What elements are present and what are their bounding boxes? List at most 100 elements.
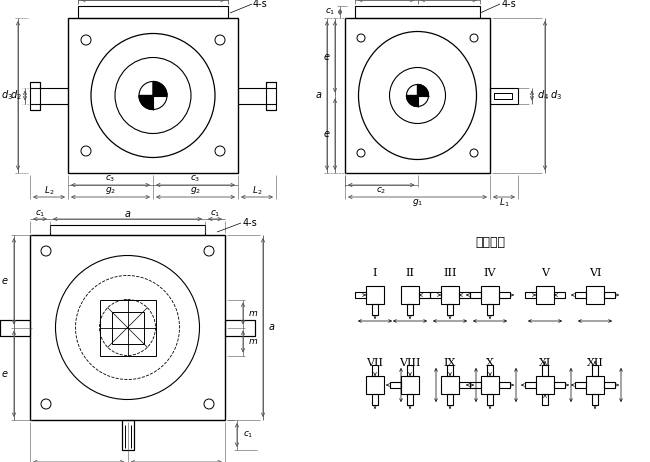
Text: $c_3$: $c_3$ (190, 174, 201, 184)
Bar (407, 304, 413, 315)
Bar (112, 311, 144, 344)
Wedge shape (406, 96, 417, 107)
Bar (525, 382, 536, 388)
Text: $d_4$: $d_4$ (537, 89, 549, 103)
Wedge shape (417, 85, 428, 96)
Bar (372, 365, 378, 376)
Bar (447, 394, 453, 405)
Text: VII: VII (367, 358, 384, 368)
Bar (0, 320, 30, 335)
Bar (407, 365, 413, 376)
Bar (78, 6, 228, 18)
Bar (50, 225, 205, 235)
Bar (470, 382, 481, 388)
Bar (441, 286, 459, 304)
Bar (586, 286, 604, 304)
Bar (459, 292, 470, 298)
Text: $a$: $a$ (268, 322, 276, 333)
Bar (470, 292, 481, 298)
Text: 4-s: 4-s (502, 0, 517, 9)
Text: $a$: $a$ (124, 209, 131, 219)
Text: $g_2$: $g_2$ (190, 186, 201, 196)
Bar (441, 376, 459, 394)
Bar (122, 420, 133, 450)
Bar (575, 382, 586, 388)
Bar (372, 304, 378, 315)
Bar (499, 292, 510, 298)
Bar (401, 286, 419, 304)
Text: $d_1$: $d_1$ (147, 0, 159, 2)
Bar (266, 81, 276, 109)
Bar (592, 394, 598, 405)
Bar (487, 365, 493, 376)
Text: V: V (541, 268, 549, 278)
Bar (494, 92, 512, 98)
Text: $d_3$: $d_3$ (1, 89, 13, 103)
Text: III: III (443, 268, 457, 278)
Bar (68, 18, 238, 173)
Text: $L_2$: $L_2$ (252, 185, 262, 197)
Text: $c_1$: $c_1$ (35, 209, 46, 219)
Bar (487, 304, 493, 315)
Bar (447, 304, 453, 315)
Bar (459, 382, 470, 388)
Circle shape (406, 85, 428, 107)
Bar (345, 18, 490, 173)
Text: IX: IX (444, 358, 456, 368)
Bar (355, 6, 480, 18)
Text: XI: XI (539, 358, 551, 368)
Text: $c_1$: $c_1$ (243, 430, 254, 440)
Text: $c_3$: $c_3$ (105, 174, 116, 184)
Bar (542, 394, 548, 405)
Bar (390, 382, 401, 388)
Text: $g_1$: $g_1$ (412, 197, 423, 208)
Text: $m$: $m$ (248, 337, 258, 346)
Bar (481, 376, 499, 394)
Text: $e$: $e$ (1, 369, 9, 379)
Bar (430, 292, 441, 298)
Wedge shape (153, 81, 167, 96)
Bar (401, 376, 419, 394)
Text: I: I (372, 268, 377, 278)
Bar (366, 376, 384, 394)
Text: VI: VI (589, 268, 601, 278)
Bar (586, 376, 604, 394)
Text: $c_1$: $c_1$ (324, 7, 335, 17)
Text: $L_1$: $L_1$ (499, 197, 509, 209)
Bar (487, 394, 493, 405)
Bar (225, 320, 255, 335)
Bar (30, 235, 225, 420)
Bar (490, 87, 518, 103)
Bar (525, 292, 536, 298)
Text: 装配形式: 装配形式 (475, 237, 505, 249)
Circle shape (139, 81, 167, 109)
Bar (554, 292, 565, 298)
Text: X: X (486, 358, 494, 368)
Bar (372, 394, 378, 405)
Bar (575, 292, 586, 298)
Bar (366, 286, 384, 304)
Text: $e$: $e$ (324, 129, 331, 139)
Bar (499, 382, 510, 388)
Text: 4-s: 4-s (253, 0, 268, 9)
Text: II: II (406, 268, 415, 278)
Bar (481, 286, 499, 304)
Text: $d_3$: $d_3$ (550, 89, 562, 103)
Bar (99, 299, 155, 355)
Text: VIII: VIII (399, 358, 421, 368)
Text: $g_2$: $g_2$ (105, 186, 116, 196)
Text: $d_2$: $d_2$ (10, 89, 22, 103)
Bar (447, 365, 453, 376)
Bar (592, 365, 598, 376)
Wedge shape (139, 96, 153, 109)
Text: $e$: $e$ (1, 276, 9, 286)
Bar (554, 382, 565, 388)
Text: $e$: $e$ (324, 52, 331, 62)
Bar (604, 292, 615, 298)
Bar (542, 365, 548, 376)
Bar (536, 376, 554, 394)
Bar (604, 382, 615, 388)
Text: $c_2$: $c_2$ (376, 186, 387, 196)
Text: IV: IV (484, 268, 496, 278)
Text: $m$: $m$ (248, 309, 258, 318)
